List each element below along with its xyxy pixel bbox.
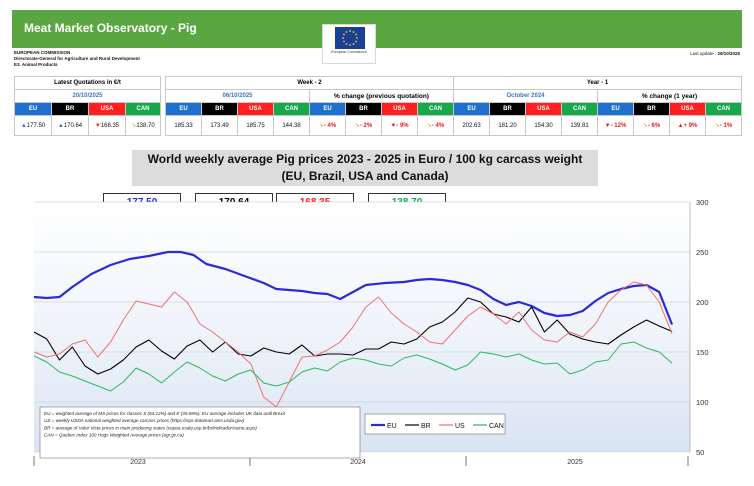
- org-line-2: Directorate-General for Agriculture and …: [14, 56, 140, 61]
- latest-label-eu: EU: [14, 102, 52, 116]
- series-line-us: [33, 281, 673, 408]
- x-year-label: 2024: [350, 459, 366, 466]
- update-label: Last update :: [690, 51, 717, 56]
- eu-stars-icon: [342, 30, 358, 46]
- y-tick-label: 100: [696, 398, 709, 407]
- legend: EU BR US CAN: [371, 423, 504, 430]
- y-tick-label: 200: [696, 298, 709, 307]
- year-label-eu: EU: [453, 102, 490, 116]
- pctyear-arrow-icon: ▲: [677, 122, 684, 129]
- pctyear-label-can: CAN: [705, 102, 742, 116]
- year-value-can: 139.81: [561, 115, 598, 136]
- latest-arrow-icon: ▲: [20, 122, 27, 129]
- pctyear-value-br: ➘- 6%: [633, 115, 670, 136]
- page-title: Meat Market Observatory - Pig: [24, 21, 197, 35]
- chart-title-line: World weekly average Pig prices 2023 - 2…: [147, 152, 583, 166]
- last-update: Last update : 29/10/2025: [560, 51, 740, 56]
- pctyear-arrow-icon: ➘: [714, 123, 720, 129]
- update-date: 29/10/2025: [717, 51, 740, 56]
- latest-value-br: ▲170.64: [51, 115, 89, 136]
- note-line: EU = weighted average of MS prices for c…: [44, 411, 286, 416]
- notes-text: EU = weighted average of MS prices for c…: [44, 411, 286, 438]
- series-lines: [33, 250, 674, 408]
- header-banner: Meat Market Observatory - Pig: [12, 10, 742, 48]
- pctprev-label-can: CAN: [417, 102, 454, 116]
- ec-logo: European Commission: [322, 24, 376, 64]
- x-year-label: 2025: [567, 459, 583, 466]
- pctprev-label-eu: EU: [309, 102, 346, 116]
- y-tick-label: 50: [696, 448, 704, 457]
- y-axis: 300 250 200 150 100 50: [689, 198, 709, 457]
- latest-label-usa: USA: [88, 102, 126, 116]
- latest-label-br: BR: [51, 102, 89, 116]
- pctyear-arrow-icon: ▼: [604, 122, 611, 129]
- eu-flag-icon: [335, 27, 365, 49]
- note-line: US = weekly USDA national weighted avera…: [44, 418, 245, 423]
- logo-caption: European Commission: [331, 50, 367, 54]
- pctprev-arrow-icon: ➘: [426, 123, 432, 129]
- x-axis: 2023 2024 2025: [33, 456, 689, 466]
- pctyear-label-usa: USA: [669, 102, 706, 116]
- latest-arrow-icon: ▲: [57, 122, 64, 129]
- pctprev-arrow-icon: ➘: [354, 123, 360, 129]
- note-line: CAN = Quebec Index 100 Hogs Weighted Ave…: [44, 433, 184, 438]
- y-tick-label: 150: [696, 348, 709, 357]
- legend-label-us: US: [455, 423, 465, 430]
- org-line-1: EUROPEAN COMMISSION: [14, 50, 71, 55]
- legend-label-eu: EU: [387, 423, 397, 430]
- legend-label-br: BR: [421, 423, 431, 430]
- org-line-3: E3. Animal Products: [14, 62, 58, 67]
- latest-arrow-icon: ▼: [94, 122, 101, 129]
- pctprev-label-br: BR: [345, 102, 382, 116]
- y-tick-label: 250: [696, 248, 709, 257]
- series-line-can: [33, 341, 673, 392]
- note-line: BR = average of Valor Vista prices in ma…: [44, 425, 257, 430]
- y-tick-label: 300: [696, 198, 709, 207]
- pctyear-arrow-icon: ➘: [642, 123, 648, 129]
- pctyear-value-can: ➘- 1%: [705, 115, 742, 136]
- legend-box: [364, 413, 506, 435]
- series-line-eu: [33, 250, 674, 325]
- notes-box: [39, 406, 361, 459]
- legend-label-can: CAN: [489, 423, 504, 430]
- pctprev-value-eu: ➘- 4%: [309, 115, 346, 136]
- pctprev-arrow-icon: ▼: [390, 122, 397, 129]
- quotations-table: Latest Quotations in €/t Week - 2 Year -…: [14, 76, 742, 136]
- chart-subtitle: (EU, Brazil, USA and Canada): [281, 169, 449, 183]
- pctyear-label-br: BR: [633, 102, 670, 116]
- week-value-usa: 185.75: [237, 115, 274, 136]
- latest-value-can: ➘138.70: [125, 115, 161, 136]
- latest-arrow-icon: ➘: [131, 123, 137, 129]
- pctprev-arrow-icon: ➘: [318, 123, 324, 129]
- latest-value-usa: ▼168.35: [88, 115, 126, 136]
- week-label-can: CAN: [273, 102, 310, 116]
- series-line-br: [33, 297, 673, 375]
- chart-title: World weekly average Pig prices 2023 - 2…: [132, 150, 598, 186]
- x-year-label: 2023: [130, 459, 146, 466]
